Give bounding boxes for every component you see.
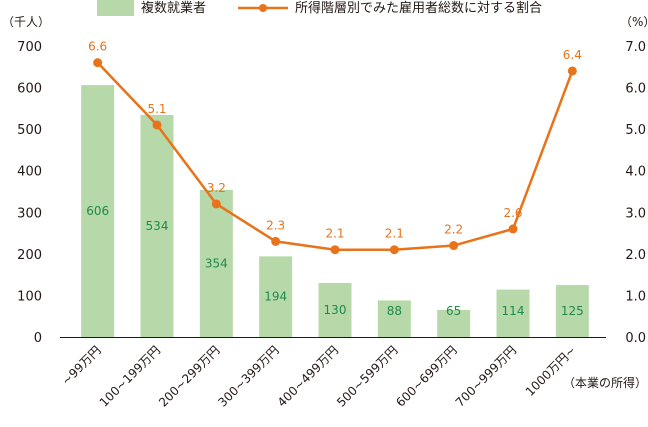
y-left-tick-label: 100	[17, 289, 42, 304]
line-point	[449, 241, 459, 251]
y-right-tick-label: 6.0	[625, 82, 646, 97]
bar	[140, 115, 174, 337]
x-tick-labels: ~99万円100~199万円200~299万円300~399万円400~499万…	[59, 343, 578, 409]
line-point	[330, 245, 340, 255]
y-left-tick-label: 200	[17, 248, 42, 263]
bar	[555, 285, 589, 337]
line-value-label: 2.6	[503, 206, 522, 220]
bar	[259, 256, 293, 337]
line-value-label: 2.3	[266, 218, 285, 232]
line-value-label: 5.1	[147, 102, 166, 116]
y-left-tick-label: 600	[17, 82, 42, 97]
y-right-ticks: 0.0 1.0 2.0 3.0 4.0 5.0 6.0 7.0	[625, 40, 646, 346]
y-left-tick-label: 400	[17, 165, 42, 180]
bar-value-label: 194	[264, 290, 287, 304]
y-right-tick-label: 5.0	[625, 123, 646, 138]
x-tick-label: 700~999万円	[453, 343, 519, 409]
bar-value-label: 606	[86, 204, 109, 218]
bar-value-label: 354	[205, 256, 228, 270]
line-point	[389, 245, 399, 255]
bar	[199, 189, 233, 337]
line-value-label: 2.2	[444, 223, 463, 237]
y-right-tick-label: 0.0	[625, 331, 646, 346]
legend: 複数就業者 所得階層別でみた雇用者総数に対する割合	[97, 0, 542, 16]
line-point	[152, 120, 162, 130]
line-labels: 6.6 5.1 3.2 2.3 2.1 2.1 2.2 2.6 6.4	[88, 40, 582, 241]
bar	[437, 309, 471, 337]
y-left-unit: （千人）	[2, 15, 50, 29]
line-point	[93, 58, 103, 68]
y-right-tick-label: 1.0	[625, 289, 646, 304]
line-series	[93, 58, 577, 255]
y-right-tick-label: 3.0	[625, 206, 646, 221]
line-value-label: 6.4	[563, 48, 582, 62]
line-point	[271, 236, 281, 246]
legend-bar-swatch	[97, 0, 134, 16]
bar-value-label: 125	[561, 304, 584, 318]
bar-value-label: 130	[324, 303, 347, 317]
x-tick-label: 600~699万円	[393, 343, 459, 409]
line-point	[211, 199, 221, 209]
line-value-label: 2.1	[325, 227, 344, 241]
x-tick-label: 1000万円~	[523, 343, 579, 399]
bar-value-label: 534	[146, 219, 169, 233]
bar	[81, 85, 115, 337]
x-tick-label: 200~299万円	[156, 343, 222, 409]
y-right-tick-label: 2.0	[625, 248, 646, 263]
y-left-tick-label: 500	[17, 123, 42, 138]
legend-line-label: 所得階層別でみた雇用者総数に対する割合	[295, 0, 542, 16]
x-tick-label: ~99万円	[59, 343, 104, 388]
legend-bar-label: 複数就業者	[141, 0, 206, 16]
bar-value-label: 88	[387, 304, 402, 318]
y-left-ticks: 0 100 200 300 400 500 600 700	[17, 40, 42, 346]
bar-value-label: 65	[446, 304, 461, 318]
bar	[318, 282, 352, 337]
y-right-tick-label: 7.0	[625, 40, 646, 55]
y-left-tick-label: 700	[17, 40, 42, 55]
x-tick-label: 400~499万円	[275, 343, 341, 409]
x-tick-label: 500~599万円	[334, 343, 400, 409]
bar	[377, 300, 411, 337]
x-tick-label: 100~199万円	[97, 343, 163, 409]
line-point	[567, 66, 577, 76]
line-value-label: 3.2	[207, 181, 226, 195]
bar-value-label: 114	[502, 304, 525, 318]
y-right-tick-label: 4.0	[625, 165, 646, 180]
line-value-label: 2.1	[385, 227, 404, 241]
bar-labels: 606 534 354 194 130 88 65 114 125	[86, 204, 584, 318]
x-axis-label: （本業の所得）	[563, 375, 647, 390]
x-tick-label: 300~399万円	[215, 343, 281, 409]
legend-line-marker	[259, 4, 267, 12]
y-left-tick-label: 0	[34, 331, 42, 346]
bar	[496, 289, 530, 337]
line-value-label: 6.6	[88, 40, 107, 54]
line-point	[508, 224, 518, 234]
bars	[81, 85, 589, 337]
y-left-tick-label: 300	[17, 206, 42, 221]
y-right-unit: （%）	[620, 15, 648, 29]
